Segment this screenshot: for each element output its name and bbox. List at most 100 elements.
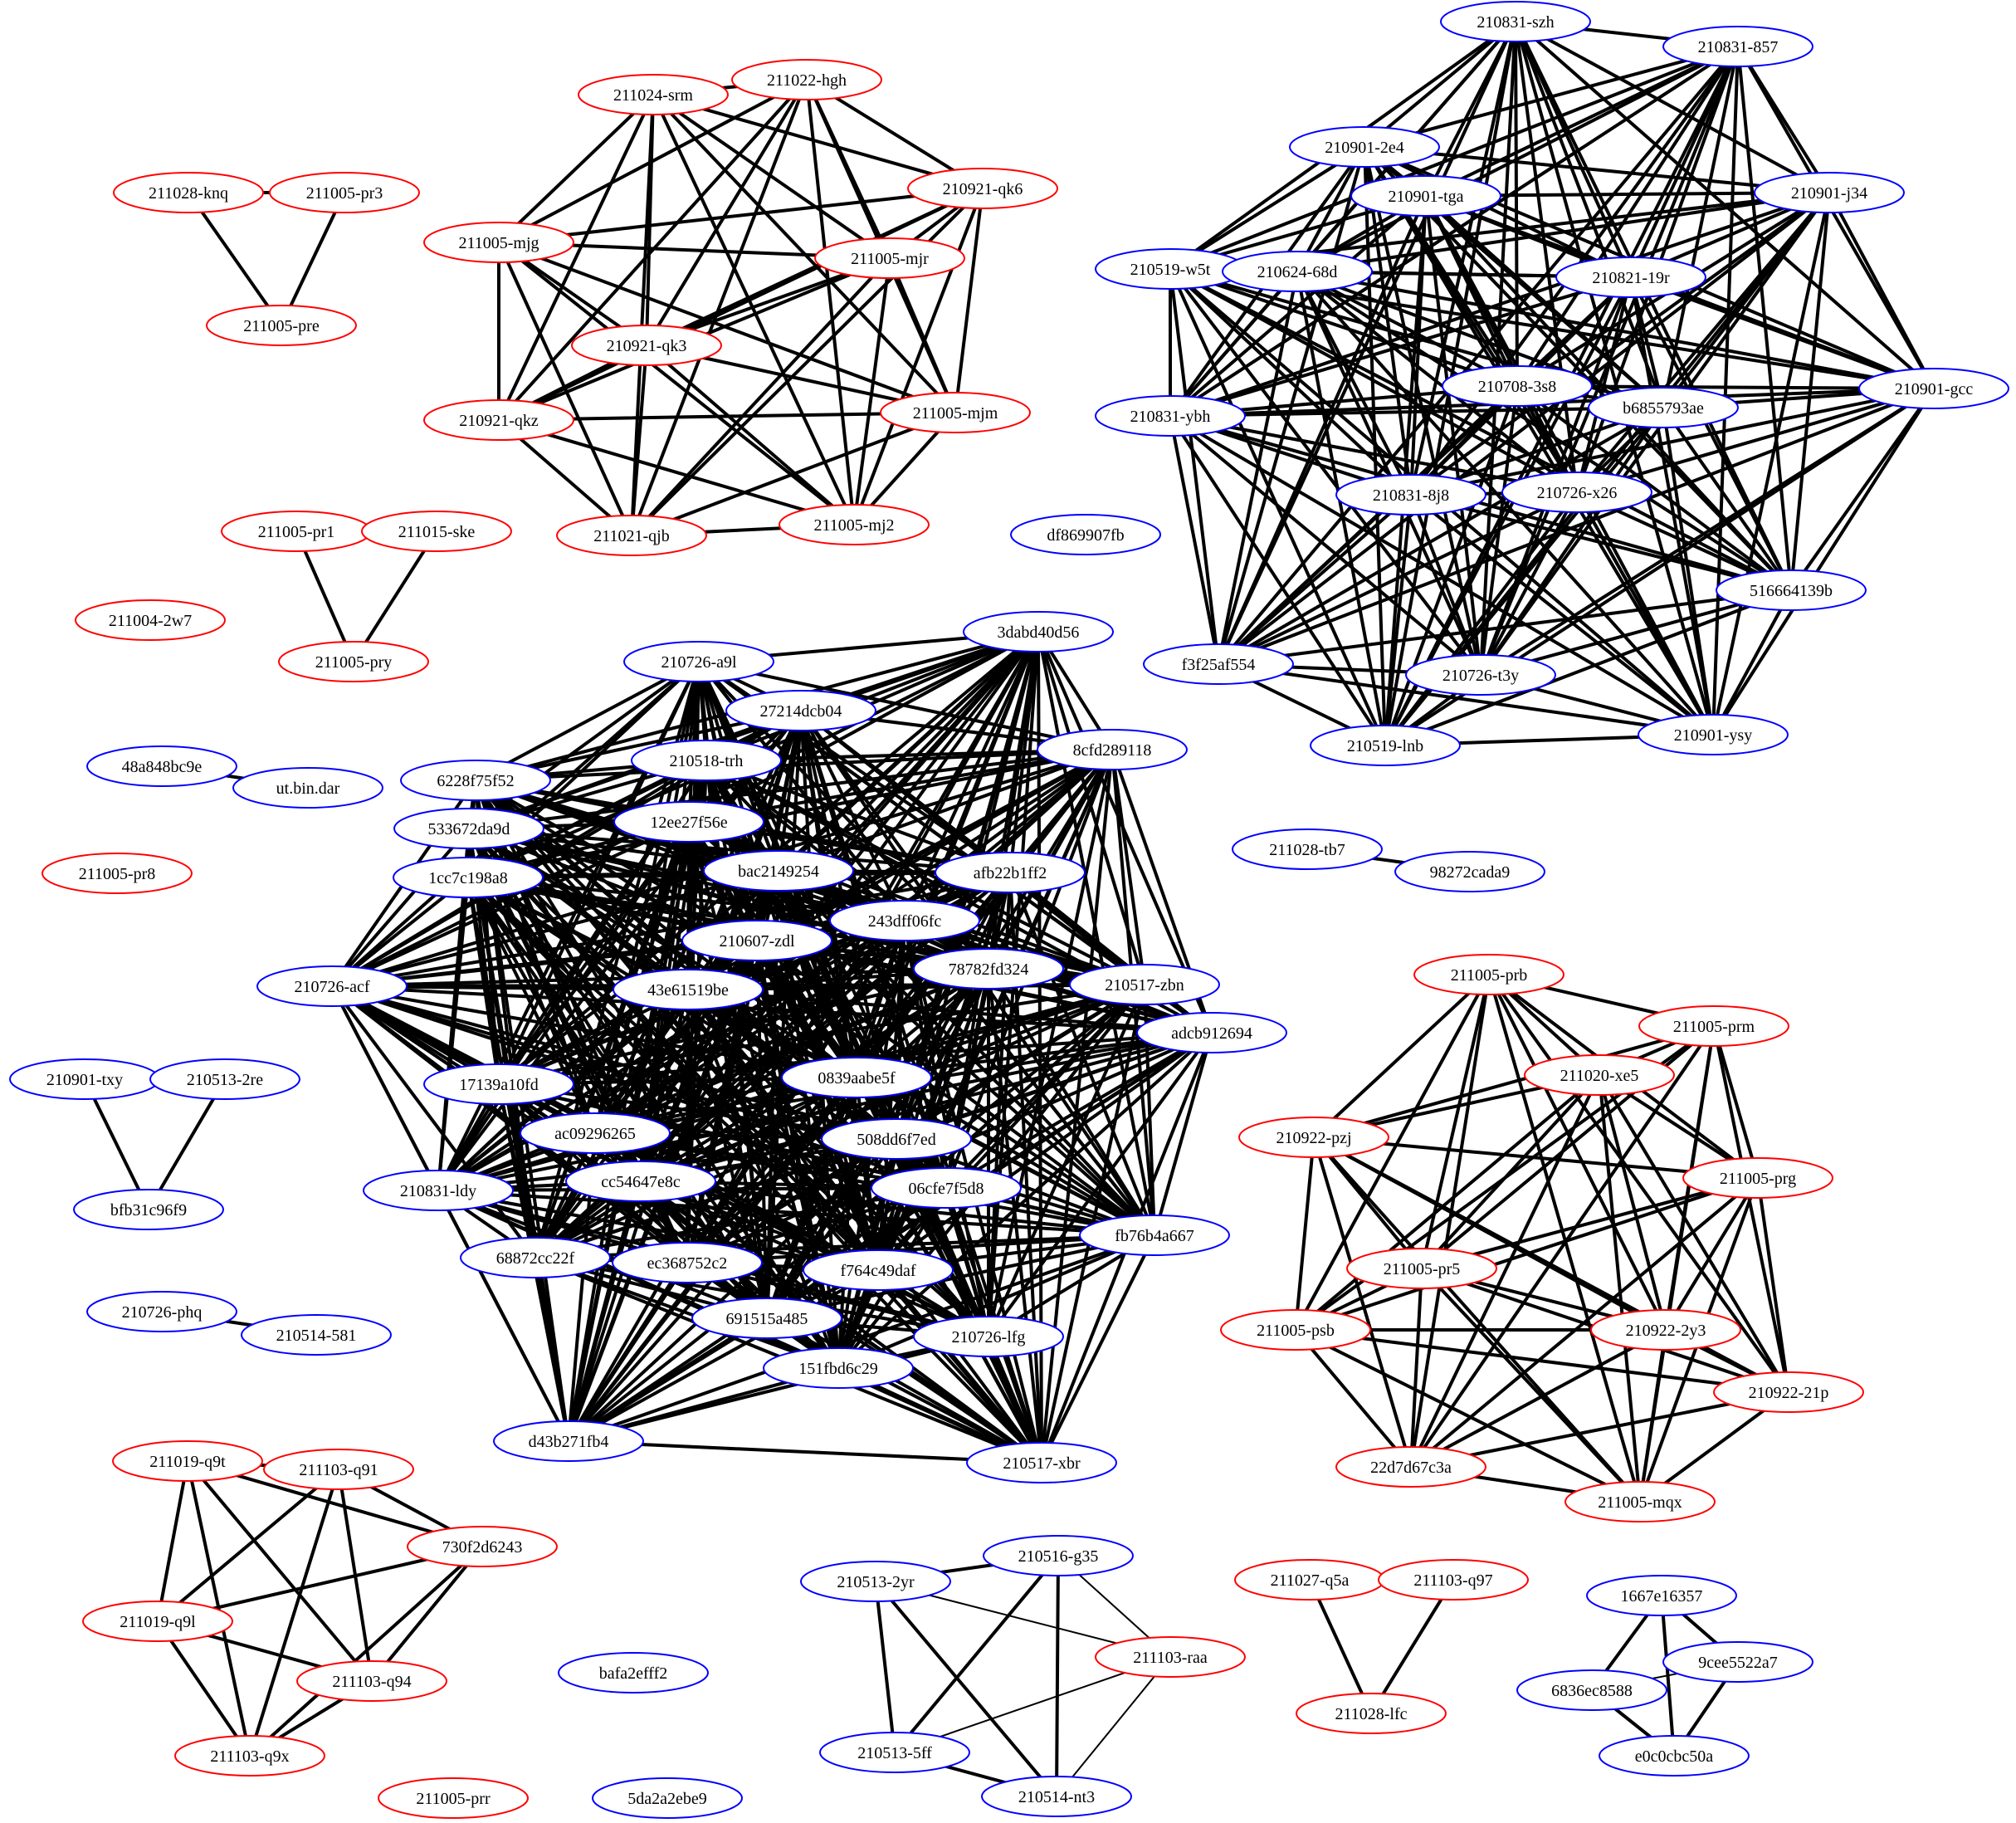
node-210831-857[interactable]: 210831-857 [1662,26,1813,67]
node-211019-q9t[interactable]: 211019-q9t [112,1440,263,1482]
node-211015-ske[interactable]: 211015-ske [361,511,512,552]
node-bafa2efff2[interactable]: bafa2efff2 [558,1652,709,1693]
node-d43b271fb4[interactable]: d43b271fb4 [493,1420,644,1462]
node-48a848bc9e[interactable]: 48a848bc9e [86,745,237,787]
node-210831-ybh[interactable]: 210831-ybh [1095,395,1246,437]
node-211004-2w7[interactable]: 211004-2w7 [75,599,226,641]
node-210922-2y3[interactable]: 210922-2y3 [1590,1309,1741,1351]
node-3dabd40d56[interactable]: 3dabd40d56 [963,611,1114,652]
node-210901-ysy[interactable]: 210901-ysy [1638,714,1789,755]
node-210513-2re[interactable]: 210513-2re [149,1058,300,1100]
node-210831-8j8[interactable]: 210831-8j8 [1335,474,1486,516]
node-210901-j34[interactable]: 210901-j34 [1754,172,1905,213]
node-211103-q97[interactable]: 211103-q97 [1378,1559,1529,1601]
node-ac09296265[interactable]: ac09296265 [520,1112,671,1154]
node-210921-qk6[interactable]: 210921-qk6 [907,168,1058,209]
node-12ee27f56e[interactable]: 12ee27f56e [613,801,764,843]
node-211027-q5a[interactable]: 211027-q5a [1234,1559,1385,1601]
node-06cfe7f5d8[interactable]: 06cfe7f5d8 [871,1167,1022,1209]
node-211020-xe5[interactable]: 211020-xe5 [1524,1054,1675,1096]
node-fb76b4a667[interactable]: fb76b4a667 [1079,1215,1230,1256]
node-211024-srm[interactable]: 211024-srm [578,74,729,115]
node-210901-gcc[interactable]: 210901-gcc [1858,368,2009,409]
node-98272cada9[interactable]: 98272cada9 [1394,851,1545,892]
node-210516-g35[interactable]: 210516-g35 [983,1535,1134,1576]
node-691515a485[interactable]: 691515a485 [691,1298,842,1339]
node-211005-psb[interactable]: 211005-psb [1220,1309,1371,1351]
node-210831-szh[interactable]: 210831-szh [1440,1,1591,42]
node-210901-tga[interactable]: 210901-tga [1350,175,1501,217]
node-210514-nt3[interactable]: 210514-nt3 [981,1776,1132,1817]
node-211005-mjm[interactable]: 211005-mjm [880,392,1031,433]
node-1cc7c198a8[interactable]: 1cc7c198a8 [393,857,544,898]
node-211005-mjg[interactable]: 211005-mjg [423,222,574,263]
node-211019-q9l[interactable]: 211019-q9l [82,1601,233,1642]
node-210921-qk3[interactable]: 210921-qk3 [571,325,722,366]
node-9cee5522a7[interactable]: 9cee5522a7 [1662,1641,1813,1683]
node-533672da9d[interactable]: 533672da9d [393,808,544,849]
node-210726-acf[interactable]: 210726-acf [256,965,408,1007]
node-211005-mqx[interactable]: 211005-mqx [1564,1481,1716,1522]
node-211103-q91[interactable]: 211103-q91 [263,1449,414,1490]
node-6228f75f52[interactable]: 6228f75f52 [400,760,551,801]
node-210901-2e4[interactable]: 210901-2e4 [1289,126,1440,168]
node-e0c0cbc50a[interactable]: e0c0cbc50a [1599,1735,1750,1777]
node-730f2d6243[interactable]: 730f2d6243 [407,1526,558,1567]
node-211005-pr1[interactable]: 211005-pr1 [221,511,372,552]
node-210831-ldy[interactable]: 210831-ldy [363,1170,514,1211]
node-210726-x26[interactable]: 210726-x26 [1501,472,1652,513]
node-151fbd6c29[interactable]: 151fbd6c29 [763,1347,914,1389]
node-210518-trh[interactable]: 210518-trh [631,740,782,781]
node-211005-prb[interactable]: 211005-prb [1413,954,1564,995]
node-78782fd324[interactable]: 78782fd324 [913,948,1064,990]
node-211005-pr8[interactable]: 211005-pr8 [41,853,193,894]
node-211005-pr5[interactable]: 211005-pr5 [1346,1248,1497,1289]
node-adcb912694[interactable]: adcb912694 [1136,1012,1287,1053]
node-210519-w5t[interactable]: 210519-w5t [1095,248,1246,290]
node-ec368752c2[interactable]: ec368752c2 [612,1242,763,1283]
node-bfb31c96f9[interactable]: bfb31c96f9 [73,1189,224,1230]
node-210726-a9l[interactable]: 210726-a9l [623,641,774,682]
node-cc54647e8c[interactable]: cc54647e8c [565,1161,716,1202]
node-211022-hgh[interactable]: 211022-hgh [731,59,882,100]
node-27214dcb04[interactable]: 27214dcb04 [725,690,876,731]
node-210726-t3y[interactable]: 210726-t3y [1405,654,1556,696]
node-210821-19r[interactable]: 210821-19r [1555,257,1706,298]
node-210513-5ff[interactable]: 210513-5ff [819,1732,970,1773]
node-43e61519be[interactable]: 43e61519be [613,969,764,1010]
node-bac2149254[interactable]: bac2149254 [703,850,854,892]
node-b6855793ae[interactable]: b6855793ae [1588,387,1739,428]
node-210726-lfg[interactable]: 210726-lfg [913,1316,1064,1357]
node-211005-mj2[interactable]: 211005-mj2 [779,504,930,545]
node-211005-prr[interactable]: 211005-prr [378,1777,529,1819]
node-516664139b[interactable]: 516664139b [1716,569,1867,611]
node-211005-prm[interactable]: 211005-prm [1638,1005,1789,1047]
node-211028-lfc[interactable]: 211028-lfc [1296,1693,1447,1734]
node-210901-txy[interactable]: 210901-txy [9,1058,160,1100]
node-211028-tb7[interactable]: 211028-tb7 [1232,828,1383,870]
node-211005-pre[interactable]: 211005-pre [206,305,357,346]
node-f764c49daf[interactable]: f764c49daf [803,1249,954,1291]
node-8cfd289118[interactable]: 8cfd289118 [1037,729,1188,770]
node-68872cc22f[interactable]: 68872cc22f [460,1237,611,1278]
node-210922-21p[interactable]: 210922-21p [1713,1371,1864,1413]
node-afb22b1ff2[interactable]: afb22b1ff2 [935,852,1086,893]
node-17139a10fd[interactable]: 17139a10fd [423,1063,574,1105]
node-211103-q94[interactable]: 211103-q94 [296,1660,447,1702]
node-211028-knq[interactable]: 211028-knq [113,172,264,213]
node-1667e16357[interactable]: 1667e16357 [1586,1575,1737,1616]
node-f3f25af554[interactable]: f3f25af554 [1143,643,1294,685]
node-508dd6f7ed[interactable]: 508dd6f7ed [821,1118,972,1160]
node-243dff06fc[interactable]: 243dff06fc [829,900,980,941]
node-210517-zbn[interactable]: 210517-zbn [1069,964,1220,1005]
node-210517-xbr[interactable]: 210517-xbr [966,1442,1117,1483]
node-0839aabe5f[interactable]: 0839aabe5f [781,1057,932,1098]
node-210624-68d[interactable]: 210624-68d [1222,251,1373,292]
node-211103-q9x[interactable]: 211103-q9x [174,1735,325,1777]
node-210708-3s8[interactable]: 210708-3s8 [1442,365,1593,407]
node-210607-zdl[interactable]: 210607-zdl [681,920,832,961]
node-211005-mjr[interactable]: 211005-mjr [814,237,965,279]
node-211103-raa[interactable]: 211103-raa [1095,1636,1246,1678]
node-df869907fb[interactable]: df869907fb [1010,514,1161,555]
node-211005-pry[interactable]: 211005-pry [278,641,429,682]
